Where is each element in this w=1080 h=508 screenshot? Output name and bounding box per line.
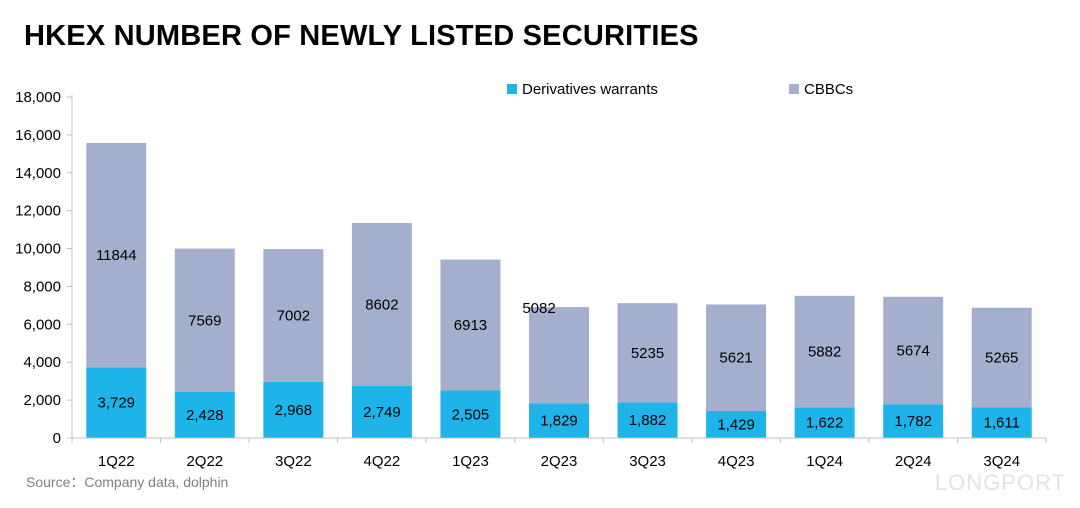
- y-tick-label: 14,000: [15, 165, 61, 182]
- data-label-warrants: 1,782: [894, 413, 932, 430]
- bar-cbbcs: [971, 307, 1032, 408]
- data-label-cbbcs: 5674: [896, 342, 929, 359]
- x-tick-label: 4Q23: [718, 453, 755, 470]
- legend-swatch-cbbcs: [789, 84, 799, 94]
- data-label-cbbcs: 7569: [188, 312, 221, 329]
- bar-cbbcs: [174, 248, 235, 393]
- bar-cbbcs: [86, 142, 147, 368]
- y-tick-label: 18,000: [15, 89, 61, 106]
- bar-cbbcs: [529, 307, 589, 404]
- bar-cbbcs: [351, 222, 412, 386]
- data-label-warrants: 2,968: [275, 402, 313, 419]
- data-label-warrants: 2,749: [363, 404, 401, 421]
- bar-cbbcs: [263, 249, 324, 382]
- x-tick-label: 3Q24: [983, 453, 1020, 470]
- bar-derivatives-warrants: [529, 403, 589, 438]
- bar-derivatives-warrants: [617, 402, 678, 438]
- chart-title: HKEX NUMBER OF NEWLY LISTED SECURITIES: [24, 20, 699, 52]
- x-tick-label: 2Q23: [541, 453, 578, 470]
- data-label-warrants: 3,729: [97, 395, 135, 412]
- bar-derivatives-warrants: [794, 407, 855, 438]
- x-tick-label: 2Q24: [895, 453, 932, 470]
- bar-cbbcs: [706, 304, 767, 411]
- data-label-warrants: 1,882: [629, 412, 667, 429]
- legend-label-cbbcs: CBBCs: [804, 81, 853, 98]
- data-label-warrants: 1,622: [806, 415, 844, 432]
- y-tick-label: 8,000: [23, 278, 61, 295]
- x-tick-label: 3Q22: [275, 453, 312, 470]
- y-tick-label: 0: [53, 430, 61, 447]
- legend-swatch-warrants: [507, 84, 517, 94]
- bar-derivatives-warrants: [351, 385, 412, 438]
- bar-cbbcs: [440, 259, 501, 391]
- data-label-warrants: 1,829: [540, 413, 578, 430]
- y-tick-label: 12,000: [15, 203, 61, 220]
- data-label-warrants: 2,428: [186, 407, 224, 424]
- data-label-cbbcs: 5882: [808, 344, 841, 361]
- data-label-warrants: 1,611: [984, 415, 1020, 432]
- data-label-warrants: 1,429: [717, 416, 755, 433]
- x-tick-label: 1Q24: [806, 453, 843, 470]
- y-tick-label: 4,000: [23, 354, 61, 371]
- bar-cbbcs: [617, 303, 678, 403]
- y-tick-label: 6,000: [23, 316, 61, 333]
- bar-derivatives-warrants: [86, 367, 147, 438]
- watermark-logo: LONGPORT: [934, 470, 1066, 495]
- x-tick-label: 2Q22: [186, 453, 223, 470]
- bar-derivatives-warrants: [706, 410, 767, 438]
- x-tick-label: 4Q22: [364, 453, 401, 470]
- bar-cbbcs: [794, 295, 855, 408]
- data-label-cbbcs: 11844: [96, 247, 137, 264]
- bar-derivatives-warrants: [174, 392, 235, 438]
- x-tick-label: 1Q23: [452, 453, 489, 470]
- data-label-cbbcs: 5235: [631, 345, 664, 362]
- source-note: Source：Company data, dolphin: [26, 474, 229, 490]
- bar-derivatives-warrants: [971, 407, 1032, 438]
- y-tick-label: 10,000: [15, 241, 61, 258]
- x-tick-label: 3Q23: [629, 453, 666, 470]
- data-label-cbbcs: 8602: [365, 296, 398, 313]
- data-label-cbbcs: 7002: [277, 307, 310, 324]
- data-label-cbbcs: 5621: [719, 350, 752, 367]
- bar-derivatives-warrants: [883, 404, 944, 438]
- data-label-cbbcs: 5265: [985, 350, 1018, 367]
- data-label-cbbcs: 6913: [454, 317, 487, 334]
- legend-label-warrants: Derivatives warrants: [522, 81, 658, 98]
- bar-derivatives-warrants: [440, 390, 501, 438]
- bar-cbbcs: [883, 296, 944, 405]
- y-tick-label: 16,000: [15, 127, 61, 144]
- x-tick-label: 1Q22: [98, 453, 135, 470]
- bar-derivatives-warrants: [263, 381, 324, 438]
- data-label-cbbcs: 5082: [522, 300, 555, 317]
- data-label-warrants: 2,505: [452, 406, 490, 423]
- y-tick-label: 2,000: [23, 392, 61, 409]
